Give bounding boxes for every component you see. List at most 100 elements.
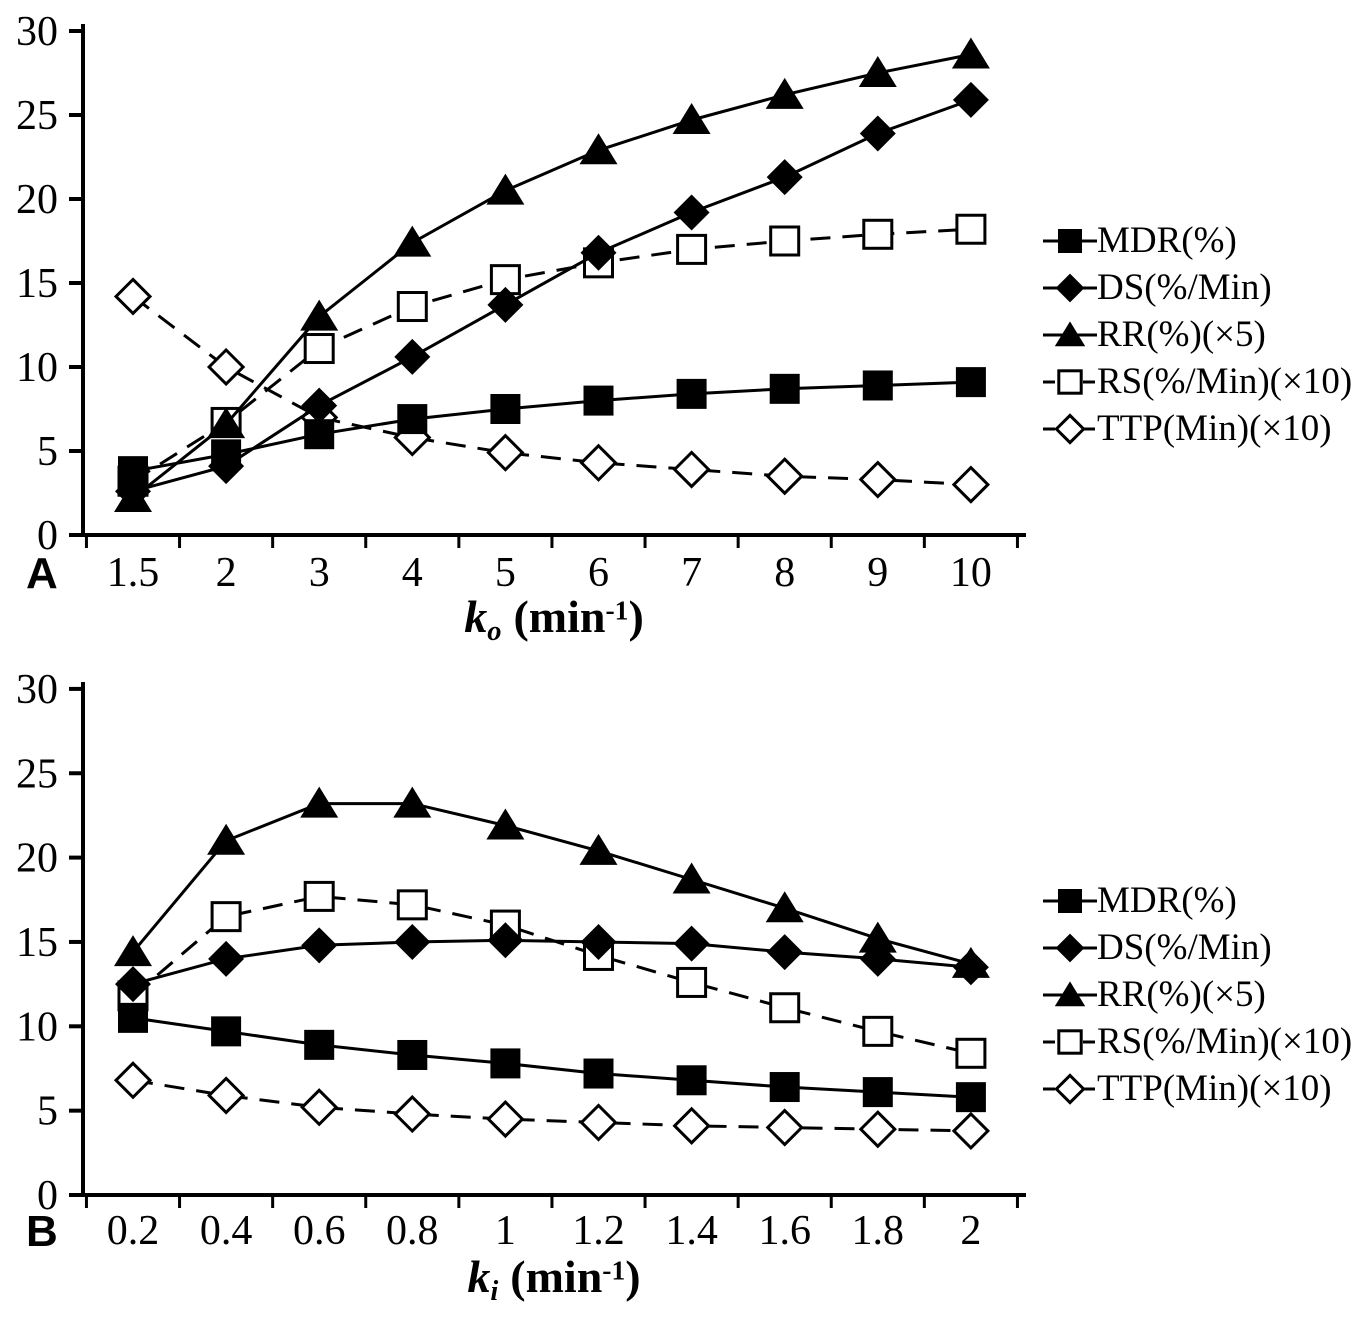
x-tick-label: 10 — [950, 550, 992, 596]
legend-label: TTP(Min)(×10) — [1097, 408, 1332, 449]
series-line-ds — [132, 938, 972, 986]
axis-unit: (min-1) — [513, 591, 644, 642]
x-tick-label: 5 — [495, 550, 516, 596]
filled-diamond-marker — [487, 286, 524, 323]
filled-triangle-marker — [579, 133, 618, 165]
filled-diamond-marker — [394, 338, 431, 375]
open-diamond-marker — [951, 465, 991, 504]
filled-triangle-icon — [1043, 980, 1097, 1006]
x-tick-label: 1 — [495, 1208, 516, 1254]
filled-triangle-marker — [393, 225, 432, 257]
filled-square-icon — [1043, 228, 1097, 253]
filled-diamond-marker — [301, 387, 338, 424]
y-tick-label: 10 — [16, 1004, 58, 1050]
filled-square-marker — [676, 378, 707, 409]
series-line-rr — [131, 802, 972, 966]
legend-label: DS(%/Min) — [1097, 927, 1272, 968]
filled-triangle-marker — [1054, 320, 1086, 346]
x-tick-label: 4 — [402, 550, 423, 596]
x-tick-label: 1.4 — [665, 1208, 718, 1254]
legend-label: DS(%/Min) — [1097, 267, 1272, 308]
filled-square-marker — [397, 404, 428, 435]
x-tick-label: 9 — [867, 550, 888, 596]
open-diamond-marker — [765, 457, 804, 496]
filled-triangle-marker — [1054, 980, 1086, 1006]
x-tick-label: 2 — [216, 550, 237, 596]
legend-label: TTP(Min)(×10) — [1097, 1068, 1332, 1109]
filled-diamond-marker — [766, 934, 803, 971]
x-tick-label: 1.8 — [852, 1208, 905, 1254]
legend-label: RR(%)(×5) — [1097, 974, 1266, 1015]
series-line-rs — [132, 227, 971, 483]
series-line-rs — [132, 894, 972, 1055]
open-diamond-marker — [858, 1110, 897, 1149]
filled-triangle-marker — [393, 786, 432, 818]
filled-square-marker — [211, 1016, 242, 1047]
x-tick-label: 0.6 — [293, 1208, 346, 1254]
filled-triangle-marker — [207, 407, 246, 439]
x-tick-label: 0.2 — [107, 1208, 160, 1254]
panel-b-legend: MDR(%) DS(%/Min) RR(%)(×5) RS(%/Min)(×10) TT… — [1043, 877, 1352, 1112]
legend-label: RS(%/Min)(×10) — [1097, 1021, 1353, 1062]
open-diamond-marker — [858, 460, 897, 499]
filled-square-marker — [490, 1048, 521, 1079]
legend-item-mdr: MDR(%) — [1043, 217, 1352, 264]
filled-diamond-marker — [487, 922, 524, 959]
open-diamond-marker — [579, 1103, 618, 1142]
panel-a-legend: MDR(%) DS(%/Min) RR(%)(×5) RS(%/Min)(×10) TT… — [1043, 217, 1352, 452]
filled-diamond-marker — [580, 923, 617, 960]
filled-diamond-icon — [1043, 933, 1097, 962]
filled-square-marker — [676, 1065, 707, 1096]
filled-triangle-marker — [579, 833, 618, 865]
open-square-marker — [676, 233, 708, 265]
axis-unit: (min-1) — [510, 1251, 641, 1302]
y-tick-label: 0 — [37, 513, 58, 559]
open-square-marker — [396, 291, 428, 323]
open-square-marker — [303, 333, 335, 365]
open-square-marker — [769, 992, 801, 1024]
y-tick-label: 25 — [16, 751, 58, 797]
filled-triangle-marker — [951, 946, 990, 978]
open-diamond-marker — [672, 450, 711, 489]
open-square-marker — [769, 225, 801, 257]
filled-square-marker — [1058, 888, 1082, 913]
x-tick-label: 3 — [309, 550, 330, 596]
x-tick-label: 6 — [588, 550, 609, 596]
filled-square-marker — [583, 1058, 614, 1089]
filled-square-marker — [769, 373, 800, 404]
open-diamond-marker — [206, 347, 246, 387]
legend-item-rr: RR(%)(×5) — [1043, 971, 1352, 1018]
x-tick-label: 1.5 — [107, 550, 160, 596]
panel-b-x-axis-title: ki (min-1) — [83, 1251, 1025, 1307]
filled-triangle-marker — [672, 103, 711, 135]
y-tick-label: 15 — [16, 261, 58, 307]
open-square-icon — [1043, 1028, 1097, 1055]
filled-triangle-marker — [672, 862, 711, 894]
filled-square-marker — [490, 394, 521, 424]
open-square-marker — [303, 880, 335, 912]
filled-square-marker — [955, 367, 986, 398]
open-diamond-icon — [1043, 412, 1097, 445]
open-square-icon — [1043, 368, 1097, 395]
panel-b-plot: 0 5 10 15 20 25 30 0.2 0.4 0.6 0.8 1 1.2 1.4 1.6 1.8 2 — [16, 667, 1026, 1254]
filled-square-marker — [769, 1072, 800, 1103]
filled-diamond-icon — [1043, 273, 1097, 302]
legend-label: MDR(%) — [1097, 220, 1237, 261]
x-tick-label: 0.4 — [200, 1208, 253, 1254]
x-tick-label: 8 — [774, 550, 795, 596]
open-diamond-marker — [113, 1061, 153, 1100]
filled-triangle-marker — [858, 56, 897, 87]
panel-b-label: B — [26, 1207, 58, 1256]
legend-item-ds: DS(%/Min) — [1043, 924, 1352, 971]
filled-diamond-marker — [859, 115, 896, 152]
x-tick-label: 1.2 — [572, 1208, 625, 1254]
axis-variable: k — [467, 1251, 491, 1302]
x-tick-label: 7 — [681, 550, 702, 596]
filled-diamond-marker — [1055, 933, 1085, 962]
open-square-marker — [676, 966, 708, 998]
filled-square-marker — [955, 1082, 986, 1113]
open-diamond-marker — [113, 277, 153, 316]
filled-square-marker — [862, 1077, 893, 1108]
filled-diamond-marker — [766, 159, 803, 196]
